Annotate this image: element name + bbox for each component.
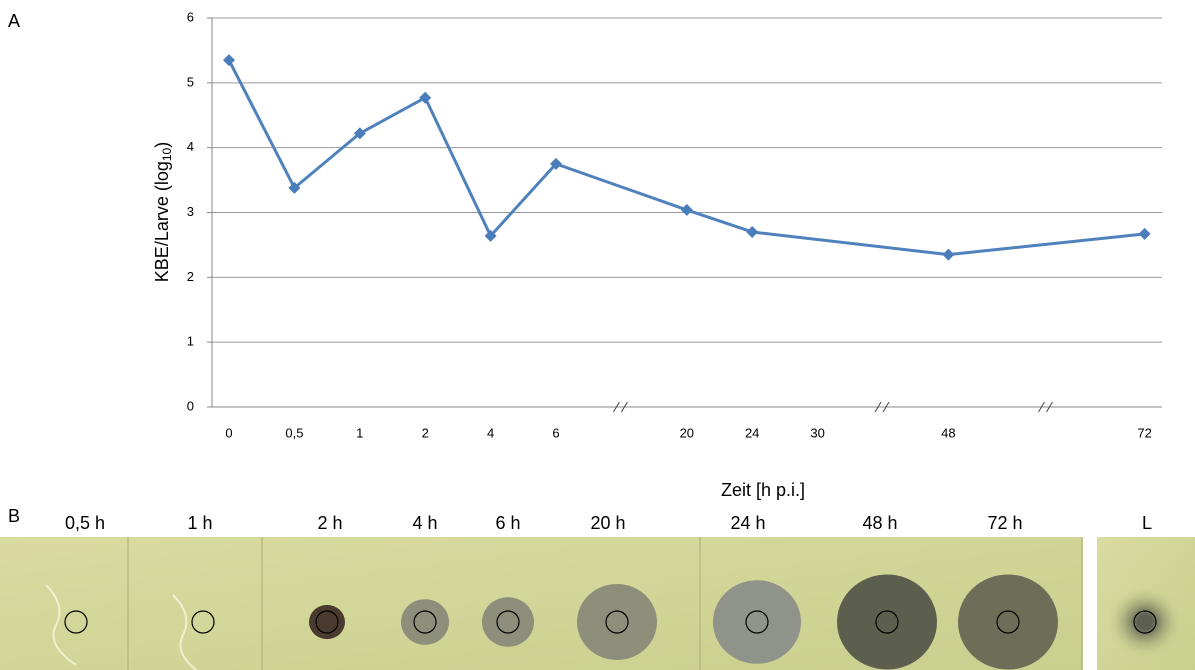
image-label: 72 h [987,513,1022,533]
x-tick-label: 0 [225,425,232,440]
image-label: 1 h [187,513,212,533]
y-tick-label: 6 [187,9,194,24]
series-line [229,60,1145,255]
y-axis-title-main: KBE/Larve (log [152,161,172,282]
image-label: 24 h [730,513,765,533]
x-tick-label: 6 [552,425,559,440]
image-label: 48 h [862,513,897,533]
lysis-zone [309,605,345,639]
x-tick-label: 2 [422,425,429,440]
panel-label: A [8,11,20,31]
lysis-zone [577,584,657,660]
x-axis-title: Zeit [h p.i.] [721,480,805,500]
x-tick-label: 30 [810,425,824,440]
image-label: 0,5 h [65,513,105,533]
image-label: 2 h [317,513,342,533]
data-point [223,54,235,66]
y-tick-label: 2 [187,269,194,284]
x-tick-label: 48 [941,425,955,440]
x-tick-label: 1 [356,425,363,440]
x-tick-label: 72 [1137,425,1151,440]
y-axis-title: KBE/Larve (log10) [152,142,174,282]
y-tick-label: 4 [187,139,194,154]
panel-label: B [8,506,20,526]
y-axis-title-sub: 10 [160,147,174,161]
image-label: L [1142,513,1152,533]
data-point [942,249,954,261]
y-tick-label: 0 [187,398,194,413]
image-label: 4 h [412,513,437,533]
y-tick-label: 5 [187,74,194,89]
lysis-zone [482,597,534,646]
lysis-zone [401,599,449,645]
x-tick-label: 24 [745,425,759,440]
lysis-zone [837,575,937,670]
y-tick-label: 3 [187,204,194,219]
lysis-zone [958,575,1058,670]
image-label: 20 h [590,513,625,533]
x-tick-label: 4 [487,425,494,440]
lysis-zone [713,580,801,664]
image-label: 6 h [495,513,520,533]
x-tick-label: 0,5 [285,425,303,440]
data-point [681,204,693,216]
y-tick-label: 1 [187,334,194,349]
figure: A Zeit [h p.i.] KBE/Larve (log10) B 0123… [0,0,1195,670]
lysis-zone [1107,586,1183,658]
data-point [746,226,758,238]
x-tick-label: 20 [680,425,694,440]
y-axis-title-end: ) [152,142,172,148]
data-point [1139,228,1151,240]
data-point [419,92,431,104]
